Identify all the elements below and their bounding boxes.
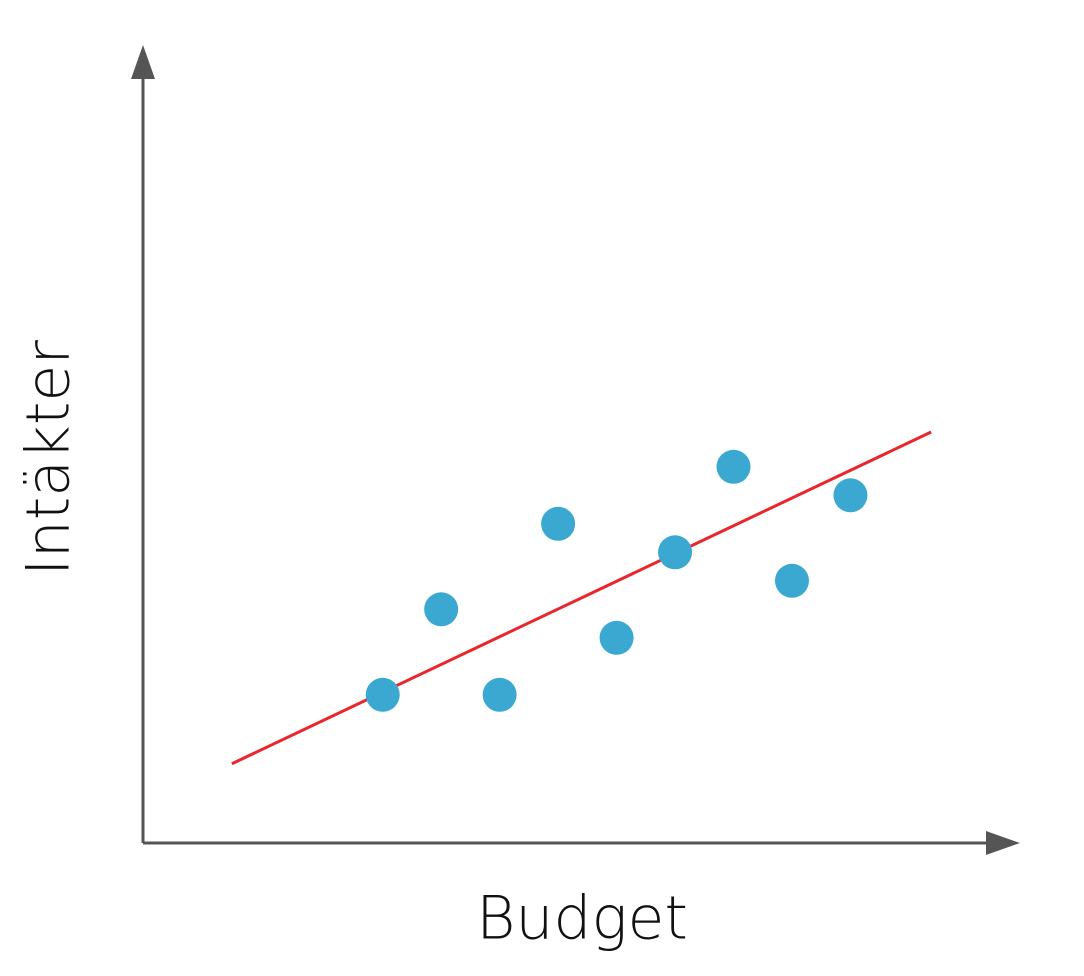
y-axis-arrow <box>131 45 155 79</box>
y-axis-label: Intäkter <box>14 340 84 576</box>
trend-line <box>231 430 932 766</box>
data-point <box>482 677 517 712</box>
data-point <box>599 620 634 655</box>
data-point <box>774 563 809 598</box>
x-axis-label: Budget <box>476 884 688 954</box>
data-point <box>833 478 868 513</box>
x-axis-arrow <box>986 831 1020 855</box>
data-point <box>365 677 400 712</box>
data-point <box>658 535 693 570</box>
data-point <box>424 592 459 627</box>
data-point <box>716 449 751 484</box>
data-point <box>541 506 576 541</box>
